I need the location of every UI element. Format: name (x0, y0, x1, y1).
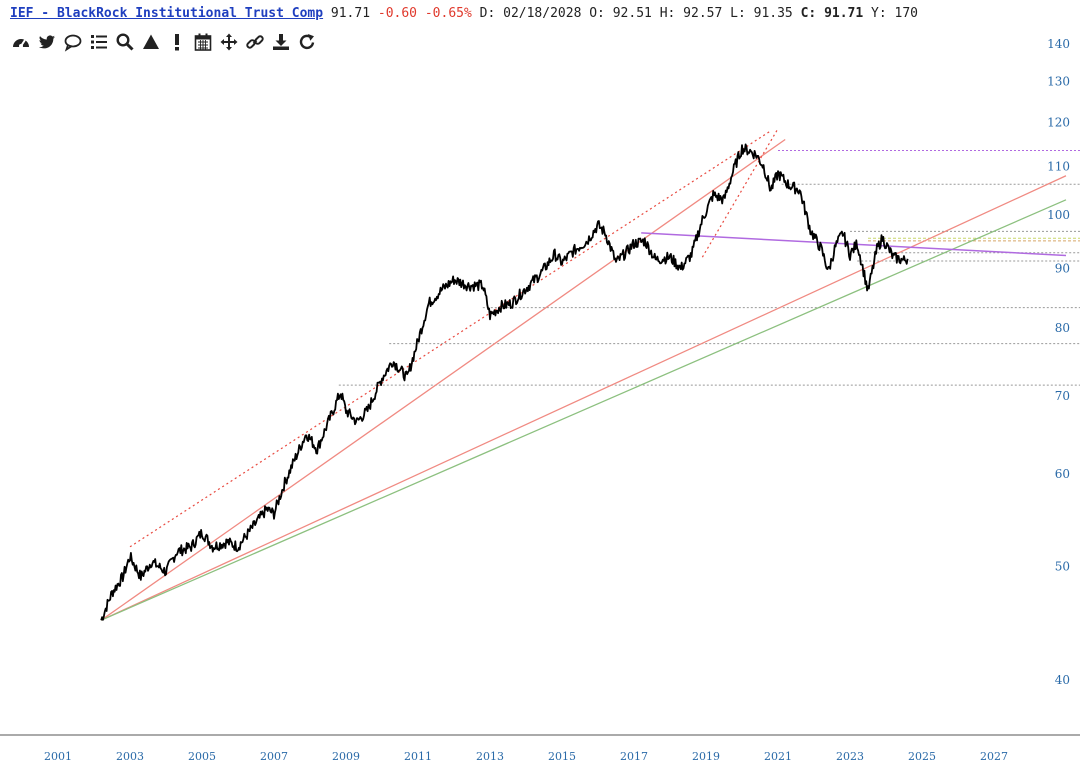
y-tick-label: 60 (1055, 467, 1070, 481)
trend-line (100, 199, 1067, 621)
open-label: O: (589, 6, 605, 21)
x-tick-label: 2015 (548, 750, 576, 763)
y-axis: 40 50 60 70 80 90 100 110 120 130 140 (1047, 37, 1070, 687)
y-tick-label: 100 (1047, 208, 1070, 222)
high-label: H: (659, 6, 676, 21)
link-icon[interactable] (242, 31, 268, 53)
move-icon[interactable] (216, 31, 242, 53)
x-tick-label: 2027 (980, 750, 1008, 763)
x-tick-label: 2017 (620, 750, 648, 763)
search-icon[interactable] (112, 31, 138, 53)
trend-line (100, 138, 786, 621)
triangle-icon[interactable] (138, 31, 164, 53)
date-value: 02/18/2028 (503, 6, 582, 21)
x-axis: 2001 2003 2005 2007 2009 2011 2013 2015 2017 2019… (44, 750, 1008, 763)
trend-line (100, 175, 1067, 621)
price-change: -0.60 (377, 6, 418, 21)
x-tick-label: 2021 (764, 750, 792, 763)
x-tick-label: 2023 (836, 750, 864, 763)
list-icon[interactable] (86, 31, 112, 53)
close-label: C: (800, 6, 817, 21)
y-tick-label: 70 (1055, 389, 1070, 403)
low-value: 91.35 (753, 6, 793, 21)
twitter-icon[interactable] (34, 31, 60, 53)
last-price: 91.71 (330, 6, 371, 21)
y-tick-label: 40 (1055, 673, 1070, 687)
price-line (100, 143, 909, 621)
date-label: D: (479, 6, 496, 21)
x-tick-label: 2007 (260, 750, 288, 763)
y-tick-label: 80 (1055, 321, 1070, 335)
horizontal-levels (338, 150, 1080, 386)
exclamation-icon[interactable] (164, 31, 190, 53)
dashboard-icon[interactable] (8, 31, 34, 53)
close-value: 91.71 (824, 6, 864, 21)
high-value: 92.57 (683, 6, 723, 21)
x-tick-label: 2003 (116, 750, 144, 763)
y-label: Y: (871, 6, 887, 21)
x-tick-label: 2013 (476, 750, 504, 763)
download-icon[interactable] (268, 31, 294, 53)
chart-toolbar (8, 30, 320, 54)
ticker-title-link[interactable]: IEF - BlackRock Institutional Trust Comp (10, 6, 324, 21)
x-tick-label: 2011 (404, 750, 432, 763)
low-label: L: (730, 6, 746, 21)
price-change-percent: -0.65% (424, 6, 472, 21)
comment-icon[interactable] (60, 31, 86, 53)
x-tick-label: 2019 (692, 750, 720, 763)
y-tick-label: 90 (1055, 261, 1070, 275)
refresh-icon[interactable] (294, 31, 320, 53)
y-tick-label: 130 (1047, 75, 1070, 89)
x-tick-label: 2001 (44, 750, 72, 763)
calendar-icon[interactable] (190, 31, 216, 53)
x-tick-label: 2025 (908, 750, 936, 763)
x-tick-label: 2009 (332, 750, 360, 763)
y-tick-label: 120 (1047, 115, 1070, 129)
trendlines (100, 128, 1067, 621)
y-tick-label: 110 (1047, 159, 1070, 173)
y-tick-label: 50 (1055, 560, 1070, 574)
quote-header: IEF - BlackRock Institutional Trust Comp… (10, 6, 918, 21)
y-tick-label: 140 (1047, 37, 1070, 51)
trend-line (129, 130, 772, 548)
x-tick-label: 2005 (188, 750, 216, 763)
y-value: 170 (894, 6, 919, 21)
open-value: 92.51 (612, 6, 652, 21)
price-series (100, 143, 909, 621)
